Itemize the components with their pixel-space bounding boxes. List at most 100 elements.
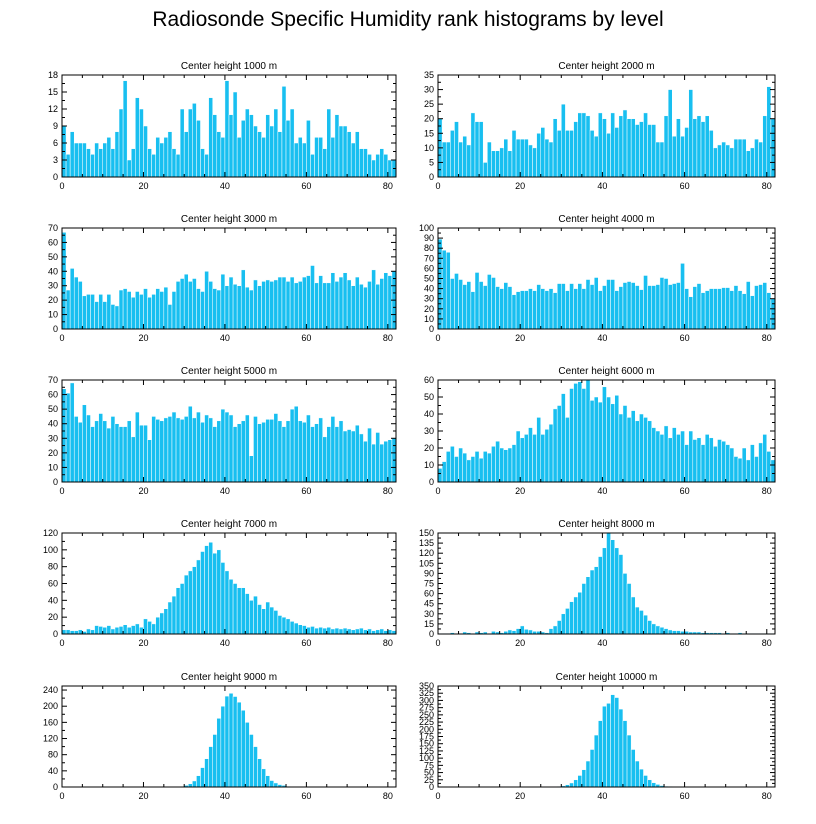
histogram-bar <box>717 288 722 330</box>
histogram-bar <box>692 286 698 330</box>
histogram-bar <box>437 238 443 330</box>
histogram-bar <box>204 758 209 788</box>
x-tick-label: 80 <box>762 181 772 191</box>
histogram-bar <box>281 426 287 483</box>
histogram-bar <box>754 138 759 178</box>
histogram-bar <box>503 282 509 330</box>
histogram-bar <box>326 108 332 178</box>
histogram-bar <box>750 295 755 330</box>
histogram-bar <box>289 276 295 330</box>
histogram-bar <box>622 405 628 483</box>
histogram-bar <box>118 108 124 178</box>
x-tick-label: 0 <box>59 181 64 191</box>
histogram-bar <box>688 430 694 483</box>
x-tick-label: 20 <box>515 333 525 343</box>
histogram-bar <box>318 627 323 635</box>
histogram-bar <box>507 629 513 635</box>
histogram-bar <box>163 417 169 483</box>
histogram-bar <box>577 592 583 635</box>
y-tick-label: 100 <box>43 545 58 555</box>
histogram-bar <box>581 112 587 178</box>
y-tick-label: 80 <box>424 243 434 253</box>
y-tick-label: 100 <box>419 223 434 233</box>
panel-title: Center height 1000 m <box>181 61 277 72</box>
histogram-panel-3: Center height 3000 m 0 20 40 60 80 0 10 20 30 40 50… <box>48 214 397 343</box>
histogram-bar <box>245 593 250 635</box>
histogram-bar <box>466 459 472 483</box>
histogram-bar <box>606 279 611 330</box>
histogram-bar <box>236 285 242 330</box>
histogram-bar <box>78 281 83 330</box>
histogram-bar <box>342 125 348 178</box>
histogram-bar <box>257 604 262 635</box>
histogram-bar <box>224 570 230 635</box>
histogram-bar <box>310 265 315 330</box>
y-tick-label: 80 <box>48 562 58 572</box>
histogram-bar <box>371 159 376 178</box>
histogram-bar <box>61 388 67 483</box>
histogram-bar <box>367 281 372 330</box>
histogram-bar <box>655 284 661 330</box>
histogram-bar <box>503 449 509 483</box>
y-tick-label: 0 <box>53 629 58 639</box>
histogram-bar <box>73 142 79 178</box>
histogram-bar <box>118 626 124 635</box>
histogram-bar <box>61 629 67 635</box>
histogram-bar <box>249 455 254 483</box>
y-tick-label: 350 <box>419 681 434 691</box>
histogram-bar <box>639 289 644 330</box>
y-tick-label: 325 <box>419 688 434 698</box>
histogram-bar <box>167 416 173 483</box>
x-tick-label: 0 <box>59 638 64 648</box>
histogram-bar <box>204 271 209 330</box>
histogram-bar <box>478 457 484 483</box>
histogram-bar <box>532 147 537 178</box>
histogram-bar <box>536 133 541 178</box>
histogram-bar <box>69 131 75 178</box>
histogram-bar <box>281 616 287 635</box>
histogram-bar <box>375 432 380 483</box>
histogram-bar <box>208 97 213 178</box>
histogram-bar <box>602 547 607 635</box>
x-tick-label: 60 <box>680 486 690 496</box>
histogram-bar <box>700 121 706 178</box>
histogram-bar <box>667 89 673 178</box>
histogram-bar <box>474 272 480 330</box>
histogram-bar <box>338 276 344 330</box>
histogram-bar <box>561 103 566 178</box>
histogram-bar <box>200 291 205 330</box>
y-tick-label: 150 <box>419 528 434 538</box>
histogram-bar <box>114 305 120 330</box>
histogram-bar <box>155 137 161 178</box>
histogram-bar <box>139 424 144 483</box>
histogram-bar <box>94 625 99 635</box>
histogram-bar <box>175 417 181 483</box>
histogram-bar <box>302 422 307 483</box>
histogram-bar <box>118 426 124 483</box>
histogram-bar <box>511 294 517 330</box>
histogram-bar <box>232 583 238 635</box>
histogram-bar <box>606 532 611 635</box>
histogram-bar <box>224 411 230 483</box>
histogram-bar <box>733 456 739 483</box>
histogram-bar <box>614 127 620 178</box>
histogram-bar <box>220 273 226 330</box>
x-tick-label: 20 <box>515 181 525 191</box>
y-tick-label: 40 <box>48 419 58 429</box>
histogram-bar <box>143 424 148 483</box>
histogram-bar <box>342 272 348 330</box>
y-tick-label: 250 <box>419 710 434 720</box>
histogram-bar <box>606 133 611 178</box>
histogram-bar <box>379 628 385 635</box>
histogram-bar <box>367 628 372 635</box>
histogram-bar <box>228 414 234 483</box>
histogram-bar <box>750 444 755 483</box>
histogram-bar <box>338 628 344 635</box>
histogram-bar <box>147 297 152 330</box>
histogram-bar <box>721 440 726 483</box>
histogram-bar <box>610 112 615 178</box>
histogram-bar <box>639 610 644 635</box>
histogram-bar <box>651 427 657 483</box>
histogram-bar <box>204 545 209 635</box>
histogram-bar <box>196 775 201 788</box>
